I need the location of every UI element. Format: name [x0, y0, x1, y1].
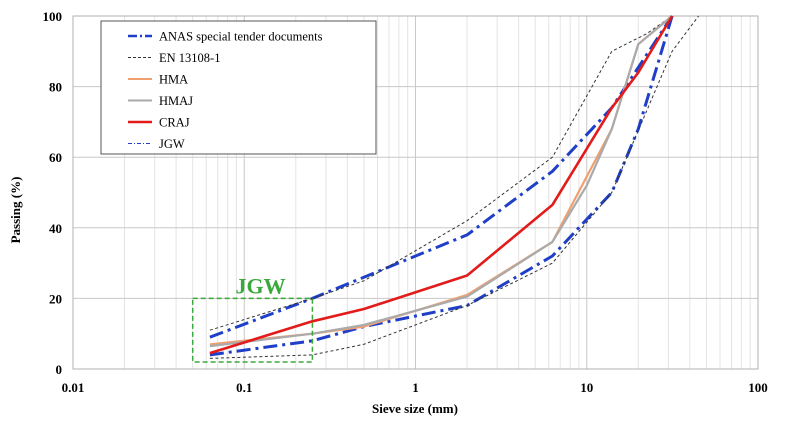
series-line-craj [209, 15, 674, 355]
legend-label: HMA [159, 73, 188, 87]
y-axis-title: Passing (%) [8, 177, 23, 244]
annotation-box [191, 297, 314, 363]
legend-label: JGW [159, 137, 185, 151]
y-tick-label: 40 [49, 221, 62, 236]
legend-label: CRAJ [159, 116, 190, 130]
x-tick-label: 0.01 [62, 380, 85, 395]
x-tick-label: 100 [748, 380, 768, 395]
x-tick-label: 1 [412, 380, 419, 395]
y-tick-label: 20 [49, 291, 62, 306]
legend: ANAS special tender documents EN 13108-1 H… [100, 20, 377, 155]
series-line-anas-special-tender-documents [209, 15, 674, 357]
series-line-en-13108-1 [209, 15, 673, 331]
legend-label: EN 13108-1 [159, 51, 220, 65]
series-layer [209, 15, 699, 359]
y-tick-label: 100 [43, 9, 63, 24]
y-tick-label: 60 [49, 150, 62, 165]
legend-label: ANAS special tender documents [159, 30, 323, 44]
y-tick-label: 80 [49, 80, 62, 95]
legend-box [100, 20, 377, 155]
y-tick-label: 0 [56, 362, 63, 377]
annotation-label: JGW [235, 273, 285, 298]
x-tick-label: 0.1 [236, 380, 252, 395]
series-line-hmaj [209, 15, 673, 348]
x-axis-title: Sieve size (mm) [372, 401, 458, 416]
tick-labels: 0.01 0.1 1 10 100 0 20 40 60 80 100 [43, 9, 768, 395]
legend-label: HMAJ [159, 94, 193, 108]
annotation: JGW [191, 273, 314, 363]
plot-frame [72, 15, 759, 370]
x-tick-label: 10 [580, 380, 593, 395]
series-line-en-13108-1 [209, 15, 699, 359]
